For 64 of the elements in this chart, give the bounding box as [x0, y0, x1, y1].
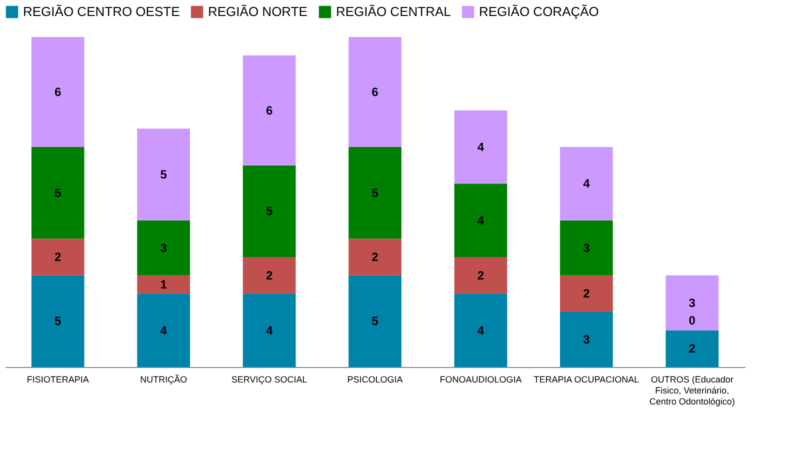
data-label: 4 [477, 323, 484, 338]
data-label: 0 [688, 313, 696, 328]
bar [242, 55, 296, 166]
bar [348, 37, 402, 147]
x-tick-label: FONOAUDIOLOGIA [440, 374, 522, 384]
bar [666, 330, 719, 367]
data-label: 4 [477, 140, 484, 154]
bar [560, 220, 613, 276]
data-label: 3 [583, 332, 590, 346]
x-tick-label: PSICOLOGIA [347, 374, 403, 384]
data-label: 5 [372, 186, 379, 200]
bar [137, 294, 190, 367]
legend-label: REGIÃO NORTE [208, 4, 308, 19]
bar [348, 147, 402, 239]
bar [242, 165, 296, 257]
data-label: 3 [688, 296, 696, 310]
data-label: 2 [54, 250, 62, 264]
bar [560, 275, 613, 312]
data-label: 2 [583, 286, 590, 301]
data-label: 2 [688, 342, 696, 356]
data-label: 4 [266, 323, 273, 338]
data-label: 5 [372, 314, 379, 328]
bar [137, 275, 190, 294]
data-label: 3 [583, 240, 590, 255]
data-label: 6 [54, 85, 62, 99]
x-tick-label: NUTRIÇÃO [140, 374, 188, 384]
legend-label: REGIÃO CENTRO OESTE [23, 4, 180, 19]
bar [454, 184, 508, 257]
legend-label: REGIÃO CORAÇÃO [479, 4, 599, 19]
bar [348, 238, 402, 276]
x-tick-label: FISIOTERAPIA [26, 374, 89, 384]
bar [137, 128, 190, 220]
bar [137, 220, 190, 276]
data-label: 4 [477, 213, 484, 228]
bar [31, 37, 84, 147]
bar [454, 110, 508, 184]
data-label: 2 [372, 250, 379, 264]
bar [31, 238, 84, 276]
data-label: 1 [160, 278, 168, 292]
data-label: 5 [160, 168, 168, 182]
bar [242, 294, 296, 367]
data-label: 6 [266, 103, 273, 118]
bar [454, 257, 508, 294]
data-label: 5 [54, 314, 62, 328]
bar [666, 275, 719, 330]
bar [31, 275, 84, 367]
bar [560, 147, 613, 220]
x-tick-label: TERAPIA OCUPACIONAL [534, 374, 640, 384]
data-label: 4 [160, 323, 168, 338]
bar [454, 294, 508, 367]
x-tick-label: OUTROS (Educador Fisico, Veterinário, Centro Odontológico) [649, 374, 735, 406]
x-tick-label: SERVIÇO SOCIAL [231, 374, 308, 384]
data-label: 3 [160, 240, 168, 255]
bar [31, 147, 84, 239]
data-label: 2 [477, 268, 484, 282]
data-label: 5 [54, 186, 62, 200]
bar [560, 312, 613, 367]
data-label: 6 [372, 85, 379, 99]
legend-label: REGIÃO CENTRAL [336, 4, 451, 19]
bar [242, 257, 296, 294]
data-label: 2 [266, 268, 273, 282]
bar [348, 275, 402, 367]
data-label: 4 [583, 176, 590, 191]
data-label: 5 [266, 204, 273, 218]
